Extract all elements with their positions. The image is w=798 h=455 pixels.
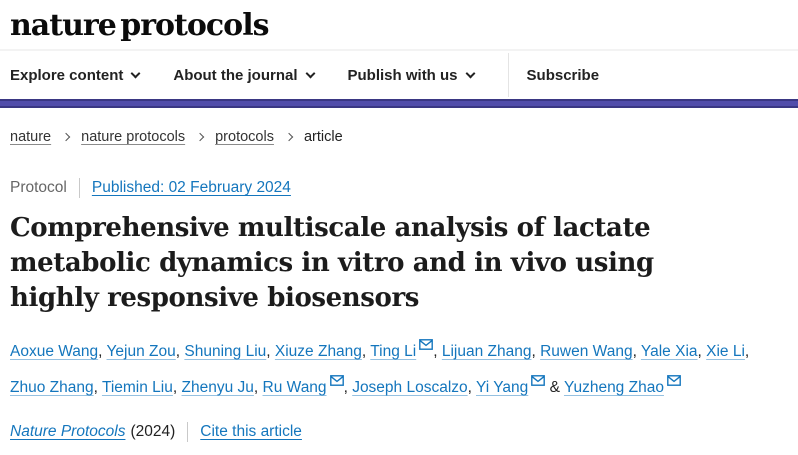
- article-type-label: Protocol: [10, 179, 67, 196]
- brand-accent-bar: [0, 99, 798, 108]
- nav-item-publish-with-us[interactable]: Publish with us: [347, 66, 475, 84]
- author-link-aoxue-wang[interactable]: Aoxue Wang: [10, 343, 99, 360]
- author-link-xiuze-zhang[interactable]: Xiuze Zhang: [274, 343, 362, 360]
- author-separator: ,: [172, 379, 182, 396]
- author-separator: ,: [266, 343, 275, 360]
- author-list: Aoxue Wang, Yejun Zou, Shuning Liu, Xiuz…: [10, 331, 788, 403]
- publication-year: (2024): [130, 423, 176, 440]
- author-separator: ,: [531, 343, 541, 360]
- article-meta-row: Protocol Published: 02 February 2024: [10, 178, 788, 198]
- author-link-yuzheng-zhao[interactable]: Yuzheng Zhao: [563, 379, 664, 396]
- author-link-shuning-liu[interactable]: Shuning Liu: [184, 343, 267, 360]
- author-link-yejun-zou[interactable]: Yejun Zou: [106, 343, 176, 360]
- author-link-zhenyu-ju[interactable]: Zhenyu Ju: [181, 379, 254, 396]
- subscribe-link[interactable]: Subscribe: [526, 66, 600, 84]
- nav-item-label: Explore content: [10, 66, 124, 84]
- author-separator: ,: [433, 343, 442, 360]
- author-separator: ,: [697, 343, 707, 360]
- nav-item-label: About the journal: [173, 66, 298, 84]
- chevron-right-icon: [195, 132, 205, 142]
- chevron-down-icon: [130, 68, 141, 78]
- breadcrumb-item-article: article: [303, 129, 343, 145]
- author-separator: ,: [467, 379, 476, 396]
- meta-divider: [78, 178, 80, 198]
- author-link-joseph-loscalzo[interactable]: Joseph Loscalzo: [352, 379, 468, 396]
- article-title: Comprehensive multiscale analysis of lac…: [10, 213, 654, 313]
- nav-item-about-the-journal[interactable]: About the journal: [173, 66, 315, 84]
- cite-article-link[interactable]: Cite this article: [200, 423, 302, 440]
- nav-item-label: Publish with us: [347, 66, 458, 84]
- citation-row: Nature Protocols (2024) Cite this articl…: [10, 422, 788, 442]
- article-header: Protocol Published: 02 February 2024 Com…: [0, 178, 798, 455]
- citation-divider: [187, 422, 189, 442]
- email-envelope-icon[interactable]: [329, 367, 344, 397]
- author-separator: ,: [93, 379, 102, 396]
- nav-item-explore-content[interactable]: Explore content: [10, 66, 141, 84]
- author-separator: ,: [632, 343, 641, 360]
- author-link-yi-yang[interactable]: Yi Yang: [476, 379, 529, 396]
- header-divider: [0, 49, 798, 51]
- author-separator: ,: [253, 379, 263, 396]
- email-envelope-icon[interactable]: [531, 367, 546, 397]
- author-link-ru-wang[interactable]: Ru Wang: [262, 379, 327, 396]
- author-link-ting-li[interactable]: Ting Li: [370, 343, 417, 360]
- chevron-right-icon: [61, 132, 71, 142]
- author-separator: ,: [98, 343, 107, 360]
- author-link-lijuan-zhang[interactable]: Lijuan Zhang: [441, 343, 532, 360]
- author-link-tiemin-liu[interactable]: Tiemin Liu: [101, 379, 173, 396]
- primary-nav: Explore content About the journal Publish …: [0, 51, 798, 99]
- nav-items: Explore content About the journal Publish …: [10, 67, 508, 84]
- published-date-link[interactable]: Published: 02 February 2024: [91, 179, 291, 196]
- author-link-ruwen-wang[interactable]: Ruwen Wang: [540, 343, 633, 360]
- breadcrumb-item-protocols[interactable]: protocols: [215, 129, 274, 145]
- author-separator: ,: [744, 343, 750, 360]
- author-separator: &: [545, 379, 564, 396]
- journal-link[interactable]: Nature Protocols: [10, 423, 126, 440]
- author-separator: ,: [361, 343, 371, 360]
- journal-logo[interactable]: nature protocols: [10, 8, 269, 43]
- chevron-right-icon: [284, 132, 294, 142]
- chevron-down-icon: [465, 68, 475, 78]
- author-separator: ,: [175, 343, 185, 360]
- author-link-yale-xia[interactable]: Yale Xia: [640, 343, 698, 360]
- author-link-xie-li[interactable]: Xie Li: [706, 343, 745, 360]
- nav-divider: [507, 53, 509, 97]
- email-envelope-icon[interactable]: [667, 367, 681, 397]
- author-link-zhuo-zhang[interactable]: Zhuo Zhang: [10, 379, 94, 396]
- author-separator: ,: [343, 379, 353, 396]
- breadcrumb: nature nature protocols protocols article: [0, 108, 798, 145]
- breadcrumb-item-nature-protocols[interactable]: nature protocols: [81, 129, 186, 145]
- masthead: nature protocols: [0, 0, 798, 45]
- breadcrumb-item-nature[interactable]: nature: [10, 129, 52, 145]
- email-envelope-icon[interactable]: [419, 331, 434, 361]
- chevron-down-icon: [305, 68, 315, 78]
